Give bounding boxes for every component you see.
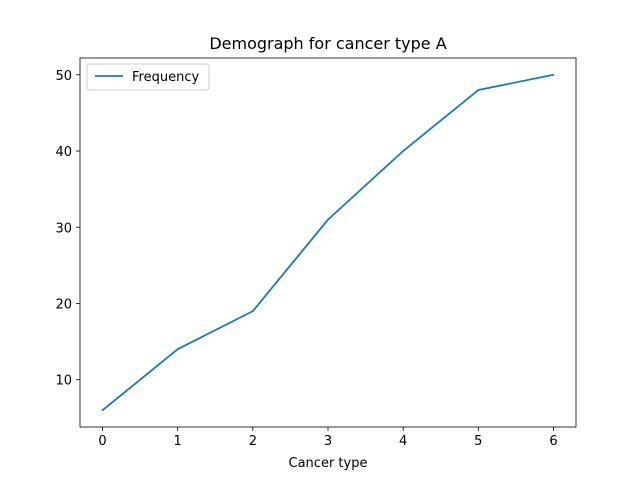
legend: Frequency — [86, 63, 210, 91]
data-point — [176, 348, 179, 351]
x-axis-ticks: 0 1 2 3 4 5 6 — [98, 427, 558, 449]
series-layer — [101, 73, 555, 412]
x-tick-label: 1 — [174, 434, 182, 449]
data-point — [402, 150, 405, 152]
y-tick-label: 50 — [55, 69, 72, 84]
data-point — [477, 89, 480, 91]
data-point — [101, 409, 104, 412]
chart-title: Demograph for cancer type A — [209, 34, 446, 53]
y-tick-label: 30 — [55, 221, 72, 236]
data-point — [327, 218, 329, 221]
legend-label-frequency: Frequency — [132, 70, 199, 85]
x-axis-label: Cancer type — [289, 456, 368, 471]
x-tick-label: 6 — [549, 434, 557, 449]
x-tick-label: 0 — [98, 434, 106, 449]
y-tick-label: 20 — [55, 297, 72, 312]
data-point — [251, 310, 254, 313]
data-point — [552, 73, 555, 76]
y-axis-ticks: 10 20 30 40 50 — [55, 69, 80, 389]
x-tick-label: 5 — [474, 434, 482, 449]
x-tick-label: 2 — [249, 434, 257, 449]
x-tick-label: 3 — [324, 434, 332, 449]
y-tick-label: 10 — [55, 374, 72, 389]
y-tick-label: 40 — [55, 145, 72, 160]
x-tick-label: 4 — [399, 434, 407, 449]
legend-box — [86, 63, 210, 91]
